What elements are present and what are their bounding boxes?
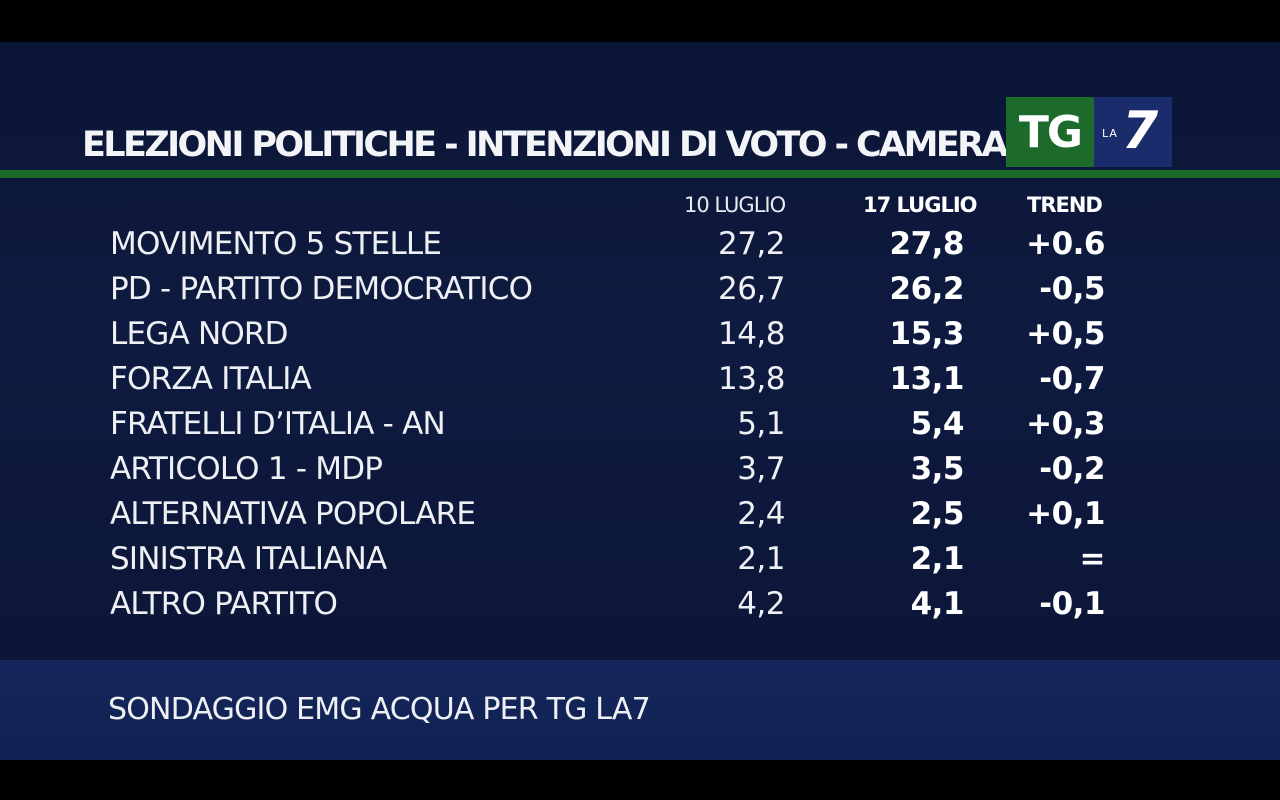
value-10-luglio: 14,8 [717,316,786,352]
logo-tg: TG [1006,97,1094,167]
title-underline [0,170,1280,178]
chart-title: ELEZIONI POLITICHE - INTENZIONI DI VOTO … [82,125,1009,165]
party-name: ALTRO PARTITO [110,586,338,622]
value-10-luglio: 27,2 [717,226,786,262]
tg-la7-logo: TG LA 7 [1006,97,1172,167]
trend-value: = [1079,541,1106,577]
broadcast-screen: ELEZIONI POLITICHE - INTENZIONI DI VOTO … [0,42,1280,760]
logo-seven: 7 [1122,101,1159,161]
value-17-luglio: 13,1 [889,361,965,397]
column-header-10-luglio: 10 LUGLIO [684,193,786,217]
value-17-luglio: 3,5 [910,451,965,487]
table-row: SINISTRA ITALIANA 2,1 2,1 = [0,537,1280,582]
value-17-luglio: 26,2 [889,271,965,307]
value-10-luglio: 2,1 [737,541,785,577]
value-10-luglio: 13,8 [717,361,786,397]
party-name: MOVIMENTO 5 STELLE [110,226,442,262]
value-17-luglio: 2,1 [910,541,965,577]
source-caption: SONDAGGIO EMG ACQUA PER TG LA7 [108,692,651,727]
value-10-luglio: 3,7 [737,451,785,487]
table-row: FRATELLI D’ITALIA - AN 5,1 5,4 +0,3 [0,402,1280,447]
logo-la: LA [1102,127,1118,140]
party-name: FRATELLI D’ITALIA - AN [110,406,446,442]
party-name: ARTICOLO 1 - MDP [110,451,383,487]
value-10-luglio: 4,2 [737,586,785,622]
table-row: FORZA ITALIA 13,8 13,1 -0,7 [0,357,1280,402]
trend-value: +0.6 [1026,226,1105,262]
trend-value: +0,3 [1026,406,1105,442]
value-10-luglio: 2,4 [737,496,785,532]
party-name: FORZA ITALIA [110,361,312,397]
trend-value: +0,5 [1026,316,1105,352]
table-row: LEGA NORD 14,8 15,3 +0,5 [0,312,1280,357]
value-17-luglio: 5,4 [910,406,965,442]
party-name: ALTERNATIVA POPOLARE [110,496,476,532]
value-10-luglio: 5,1 [737,406,785,442]
logo-la7-block: LA 7 [1094,97,1172,167]
party-name: LEGA NORD [110,316,289,352]
party-name: PD - PARTITO DEMOCRATICO [110,271,533,307]
trend-value: -0,5 [1039,271,1105,307]
footer-band [0,660,1280,760]
trend-value: +0,1 [1026,496,1105,532]
trend-value: -0,7 [1039,361,1105,397]
table-row: ALTRO PARTITO 4,2 4,1 -0,1 [0,582,1280,627]
value-10-luglio: 26,7 [717,271,786,307]
table-row: PD - PARTITO DEMOCRATICO 26,7 26,2 -0,5 [0,267,1280,312]
table-row: ALTERNATIVA POPOLARE 2,4 2,5 +0,1 [0,492,1280,537]
column-header-trend: TREND [1027,193,1103,217]
table-row: ARTICOLO 1 - MDP 3,7 3,5 -0,2 [0,447,1280,492]
table-row: MOVIMENTO 5 STELLE 27,2 27,8 +0.6 [0,222,1280,267]
party-name: SINISTRA ITALIANA [110,541,387,577]
trend-value: -0,1 [1039,586,1105,622]
value-17-luglio: 27,8 [889,226,965,262]
value-17-luglio: 4,1 [910,586,965,622]
value-17-luglio: 15,3 [889,316,965,352]
value-17-luglio: 2,5 [910,496,965,532]
trend-value: -0,2 [1039,451,1105,487]
column-header-17-luglio: 17 LUGLIO [863,193,978,217]
